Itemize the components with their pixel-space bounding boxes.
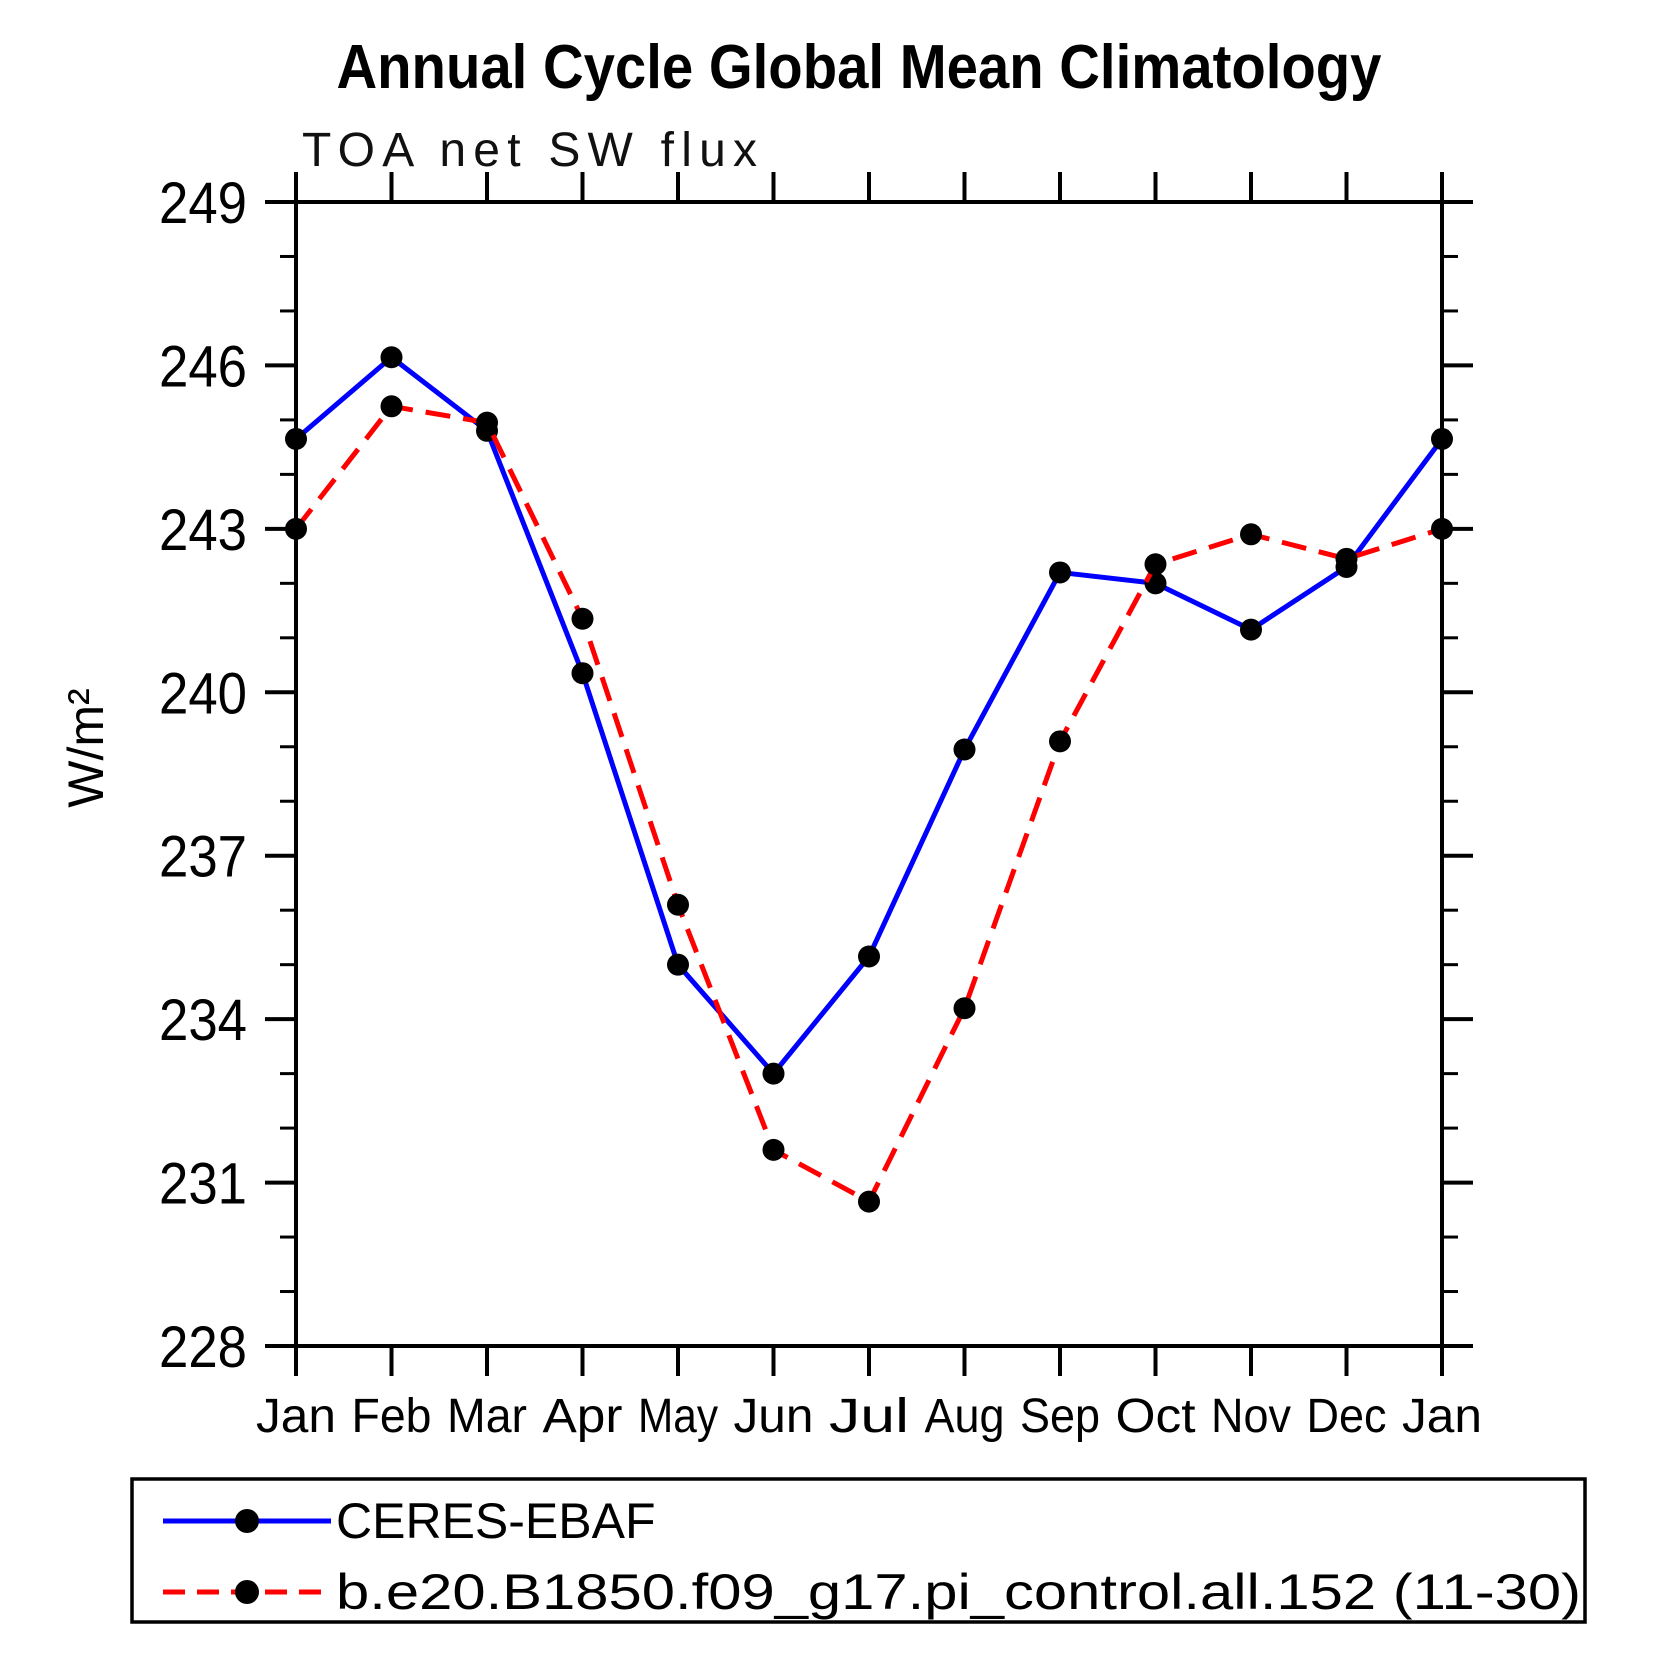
series-marker-0 — [953, 738, 976, 761]
legend-label-1: b.e20.B1850.f09_g17.pi_control.all.152 (… — [336, 1564, 1581, 1620]
series-marker-0 — [762, 1062, 785, 1085]
x-tick-label: Dec — [1307, 1390, 1387, 1443]
y-tick-label: 246 — [159, 334, 247, 399]
series-marker-1 — [1144, 553, 1167, 576]
series-marker-0 — [380, 346, 403, 369]
y-tick-label: 228 — [159, 1315, 247, 1380]
series-marker-1 — [476, 411, 498, 434]
x-tick-label: Jun — [734, 1390, 814, 1443]
y-tick-label: 231 — [159, 1152, 247, 1217]
y-tick-label: 249 — [159, 171, 247, 236]
y-axis-label: W/m² — [58, 688, 114, 807]
series-marker-1 — [380, 395, 403, 418]
x-tick-label: Oct — [1116, 1390, 1196, 1443]
legend-label-0: CERES-EBAF — [336, 1493, 656, 1549]
chart-title: Annual Cycle Global Mean Climatology — [337, 33, 1382, 102]
series-marker-0 — [1240, 618, 1262, 641]
series-marker-1 — [858, 1190, 880, 1213]
series-marker-0 — [285, 427, 307, 450]
series-marker-1 — [953, 997, 976, 1020]
x-tick-label: Apr — [543, 1390, 623, 1443]
series-layer — [285, 346, 1453, 1213]
chart-subtitle: TOA net SW flux — [302, 124, 757, 177]
legend-box — [130, 1477, 1587, 1624]
series-marker-0 — [667, 953, 689, 976]
series-marker-1 — [762, 1138, 785, 1161]
series-marker-1 — [1049, 730, 1071, 753]
axes-layer: 228 231 234 237 240 243 246 249 Jan Feb Mar Apr May J… — [159, 171, 1482, 1443]
x-tick-label: Aug — [925, 1390, 1005, 1443]
x-tick-label: Jul — [829, 1390, 909, 1443]
series-line-1 — [294, 403, 1443, 1205]
y-tick-label: 237 — [159, 825, 247, 890]
series-marker-1 — [1431, 517, 1453, 540]
y-tick-label: 243 — [159, 498, 247, 563]
legend-marker-1 — [235, 1580, 259, 1604]
legend-marker-0 — [235, 1509, 259, 1533]
series-marker-0 — [1049, 561, 1071, 584]
x-tick-label: Jan — [256, 1390, 336, 1443]
x-tick-label: Feb — [352, 1390, 432, 1443]
series-marker-0 — [571, 662, 594, 685]
legend-layer: CERES-EBAF b.e20.B1850.f09_g17.pi_control… — [130, 1477, 1587, 1624]
series-marker-1 — [571, 607, 594, 630]
x-tick-label: Mar — [447, 1390, 527, 1443]
x-tick-label: Sep — [1020, 1390, 1100, 1443]
y-tick-label: 234 — [159, 988, 247, 1053]
x-tick-label: May — [638, 1390, 718, 1443]
series-marker-0 — [858, 945, 880, 968]
y-tick-label: 240 — [159, 661, 247, 726]
series-marker-1 — [1335, 547, 1358, 570]
x-tick-label: Jan — [1402, 1390, 1482, 1443]
series-marker-0 — [1431, 427, 1453, 450]
x-tick-label: Nov — [1211, 1390, 1291, 1443]
series-marker-1 — [285, 517, 307, 540]
series-marker-1 — [1240, 523, 1262, 546]
plot-box — [294, 200, 1444, 1348]
series-marker-1 — [667, 893, 689, 916]
